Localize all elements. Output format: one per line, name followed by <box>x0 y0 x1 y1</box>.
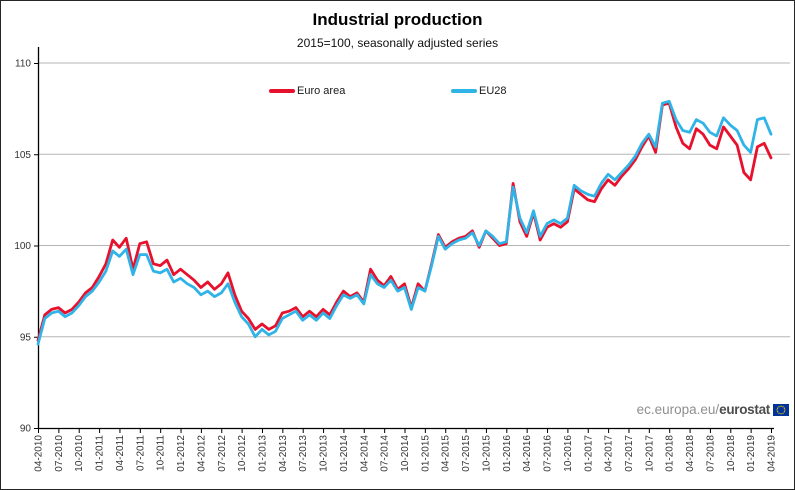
x-tick-label: 07-2013 <box>298 435 309 472</box>
watermark-brand: eurostat <box>719 402 770 417</box>
x-tick-label: 07-2011 <box>135 435 146 471</box>
x-tick-label: 04-2013 <box>278 435 289 472</box>
x-tick-label: 10-2014 <box>400 435 411 472</box>
legend-label-euro-area: Euro area <box>297 85 346 97</box>
x-tick-label: 01-2015 <box>420 435 431 472</box>
x-tick-label: 01-2018 <box>665 435 676 472</box>
y-tick-label: 110 <box>15 59 31 70</box>
x-tick-label: 10-2017 <box>644 435 655 472</box>
x-tick-label: 01-2011 <box>95 435 106 471</box>
chart-subtitle: 2015=100, seasonally adjusted series <box>296 36 499 50</box>
eurostat-watermark: ec.europa.eu/eurostat <box>637 402 789 417</box>
x-tick-label: 10-2013 <box>319 435 330 472</box>
x-tick-label: 07-2017 <box>624 435 635 472</box>
x-tick-label: 04-2011 <box>115 435 126 471</box>
eu-flag-icon <box>773 403 789 416</box>
euro-area-line-swatch <box>269 89 295 93</box>
watermark-url: ec.europa.eu/ <box>636 402 720 417</box>
y-tick-label: 95 <box>20 332 32 343</box>
x-tick-label: 10-2012 <box>237 435 248 472</box>
legend: Euro area EU28 <box>1 84 794 98</box>
x-tick-label: 04-2012 <box>196 435 207 472</box>
x-tick-label: 10-2016 <box>563 435 574 472</box>
y-tick-label: 105 <box>14 150 31 161</box>
x-tick-label: 07-2016 <box>543 435 554 472</box>
x-tick-label: 04-2015 <box>441 435 452 472</box>
x-tick-label: 07-2012 <box>217 435 228 472</box>
x-tick-label: 01-2012 <box>176 435 187 472</box>
x-tick-label: 01-2014 <box>339 435 350 472</box>
x-tick-label: 07-2015 <box>461 435 472 472</box>
x-tick-label: 04-2019 <box>767 435 778 472</box>
x-tick-label: 01-2017 <box>583 435 594 472</box>
x-tick-label: 10-2015 <box>481 435 492 472</box>
x-tick-label: 07-2010 <box>54 435 65 472</box>
series-line-euro-area <box>36 101 773 342</box>
x-tick-label: 01-2019 <box>746 435 757 472</box>
x-tick-label: 01-2013 <box>257 435 268 472</box>
legend-item-euro-area: Euro area <box>269 84 345 98</box>
legend-item-eu28: EU28 <box>451 84 507 98</box>
x-tick-label: 04-2014 <box>359 435 370 472</box>
x-tick-label: 10-2011 <box>156 435 167 471</box>
x-tick-label: 07-2018 <box>705 435 716 472</box>
chart-title: Industrial production <box>312 10 483 29</box>
x-tick-label: 10-2018 <box>726 435 737 472</box>
y-tick-label: 100 <box>14 241 31 252</box>
x-tick-label: 10-2010 <box>74 435 85 472</box>
x-tick-label: 07-2014 <box>380 435 391 472</box>
x-tick-label: 01-2016 <box>502 435 513 472</box>
x-tick-label: 04-2018 <box>685 435 696 472</box>
x-tick-label: 04-2016 <box>522 435 533 472</box>
x-tick-label: 04-2017 <box>604 435 615 472</box>
eu28-line-swatch <box>451 89 477 93</box>
y-tick-label: 90 <box>20 424 32 435</box>
x-tick-label: 04-2010 <box>34 435 45 472</box>
legend-label-eu28: EU28 <box>479 85 507 97</box>
series-line-eu28 <box>36 99 773 346</box>
